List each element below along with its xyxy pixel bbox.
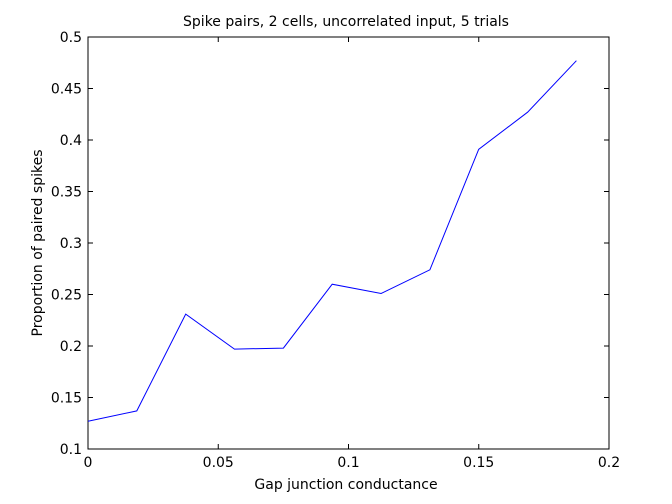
x-tick-label: 0.05: [203, 455, 234, 471]
y-tick-label: 0.2: [60, 339, 82, 355]
x-tick-label: 0.2: [598, 455, 620, 471]
y-tick-label: 0.5: [60, 30, 82, 46]
x-tick-label: 0.15: [463, 455, 494, 471]
x-axis-label: Gap junction conductance: [254, 477, 437, 493]
y-tick-label: 0.25: [51, 288, 82, 304]
series-line: [87, 60, 577, 422]
x-axis: 0 0.05 0.1 0.15 0.2: [84, 37, 620, 471]
y-tick-label: 0.1: [60, 442, 82, 458]
series-layer: [87, 60, 577, 422]
x-tick-label: 0.1: [337, 455, 359, 471]
y-tick-label: 0.45: [51, 82, 82, 98]
plot-frame: [87, 36, 610, 450]
y-tick-label: 0.35: [51, 185, 82, 201]
y-axis: 0.1 0.15 0.2 0.25 0.3 0.35 0.4 0.45 0.5: [51, 30, 609, 458]
y-tick-label: 0.4: [60, 133, 82, 149]
y-axis-label: Proportion of paired spikes: [30, 150, 46, 337]
chart-title: Spike pairs, 2 cells, uncorrelated input…: [183, 14, 509, 30]
x-tick-label: 0: [84, 455, 93, 471]
y-tick-label: 0.15: [51, 391, 82, 407]
plot-area: 0 0.05 0.1 0.15 0.2 0.1 0.15 0.2 0.25 0.3 0.35 0.4…: [51, 30, 620, 471]
y-tick-label: 0.3: [60, 236, 82, 252]
